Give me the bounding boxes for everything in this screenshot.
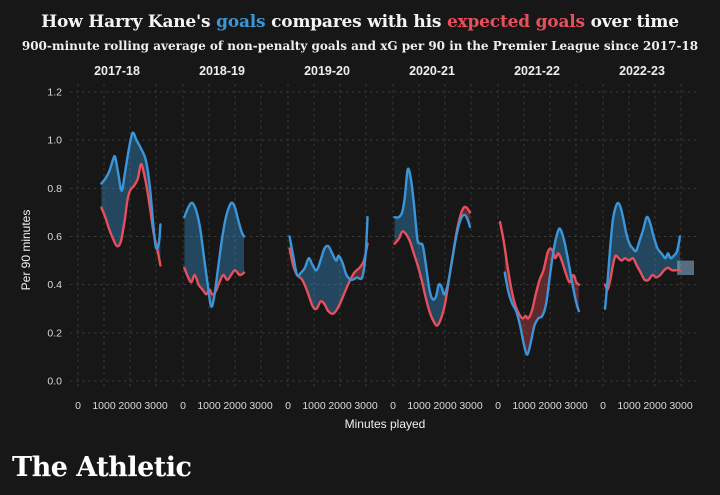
xg-line xyxy=(393,205,472,327)
xg-line xyxy=(498,220,581,320)
title-goals-word: goals xyxy=(216,12,266,32)
x-axis-title: Minutes played xyxy=(345,417,426,431)
x-tick-label: 3000 xyxy=(564,400,588,412)
x-tick-label: 2000 xyxy=(538,400,562,412)
x-tick-label: 1000 xyxy=(92,400,116,412)
y-tick-label: 0.2 xyxy=(47,327,62,339)
y-tick-label: 1.0 xyxy=(47,135,62,147)
facet-label: 2019-20 xyxy=(304,64,350,78)
x-tick-label: 3000 xyxy=(459,400,483,412)
x-tick-label: 0 xyxy=(495,400,501,412)
x-tick-label: 0 xyxy=(180,400,186,412)
facet-label: 2021-22 xyxy=(514,64,560,78)
x-tick-label: 1000 xyxy=(302,400,326,412)
x-tick-label: 1000 xyxy=(512,400,536,412)
title-part2: compares with his xyxy=(265,12,447,32)
y-tick-label: 0.6 xyxy=(47,231,62,243)
goals-above-xg-fill xyxy=(605,202,680,290)
goals-line xyxy=(288,216,369,282)
goals-above-xg-fill xyxy=(184,202,245,295)
goals-line xyxy=(603,201,682,310)
facet-label: 2017-18 xyxy=(94,64,140,78)
x-tick-label: 3000 xyxy=(354,400,378,412)
goals-above-xg-fill xyxy=(101,132,161,266)
xg-line xyxy=(288,242,369,315)
facet-label: 2022-23 xyxy=(619,64,665,78)
x-tick-label: 0 xyxy=(75,400,81,412)
y-tick-label: 0.0 xyxy=(47,376,62,388)
facet-label: 2020-21 xyxy=(409,64,455,78)
x-tick-label: 2000 xyxy=(328,400,352,412)
chart-subtitle: 900-minute rolling average of non-penalt… xyxy=(21,39,699,53)
recent-form-highlight xyxy=(677,260,694,276)
faceted-area-chart: 1.2 1.0 0.8 0.6 0.4 0.2 0.0 0 1000 2000 3000 2017-1… xyxy=(19,64,700,431)
x-tick-label: 2000 xyxy=(223,400,247,412)
x-tick-label: 2000 xyxy=(433,400,457,412)
xg-line xyxy=(183,266,246,296)
chart-title: How Harry Kane's goals compares with his… xyxy=(0,12,720,32)
x-tick-label: 0 xyxy=(390,400,396,412)
x-tick-label: 3000 xyxy=(144,400,168,412)
x-tick-label: 0 xyxy=(600,400,606,412)
y-tick-label: 0.4 xyxy=(47,279,62,291)
facet-label: 2018-19 xyxy=(199,64,245,78)
x-tick-label: 2000 xyxy=(118,400,142,412)
goals-line xyxy=(183,201,246,308)
y-tick-label: 1.2 xyxy=(47,87,62,99)
y-axis-title: Per 90 minutes xyxy=(19,210,33,291)
chart-svg: 1.21.00.80.60.40.20.00 1000 2000 30002017-1… xyxy=(19,64,700,431)
xg-line xyxy=(603,254,682,291)
goals-above-xg-fill xyxy=(394,168,470,326)
goals-line xyxy=(393,167,472,301)
x-tick-label: 3000 xyxy=(249,400,273,412)
title-part3: over time xyxy=(584,12,679,32)
x-tick-label: 1000 xyxy=(407,400,431,412)
x-tick-label: 2000 xyxy=(643,400,667,412)
x-tick-label: 0 xyxy=(285,400,291,412)
y-tick-label: 0.8 xyxy=(47,183,62,195)
x-tick-label: 1000 xyxy=(197,400,221,412)
chart-header: How Harry Kane's goals compares with his… xyxy=(0,0,720,53)
athletic-wordmark: The Athletic xyxy=(12,452,192,483)
goals-line xyxy=(100,131,162,250)
x-tick-label: 3000 xyxy=(669,400,693,412)
title-xg-word: expected goals xyxy=(446,12,585,32)
goals-line xyxy=(503,227,581,356)
x-tick-label: 1000 xyxy=(617,400,641,412)
title-part1: How Harry Kane's xyxy=(41,12,217,32)
